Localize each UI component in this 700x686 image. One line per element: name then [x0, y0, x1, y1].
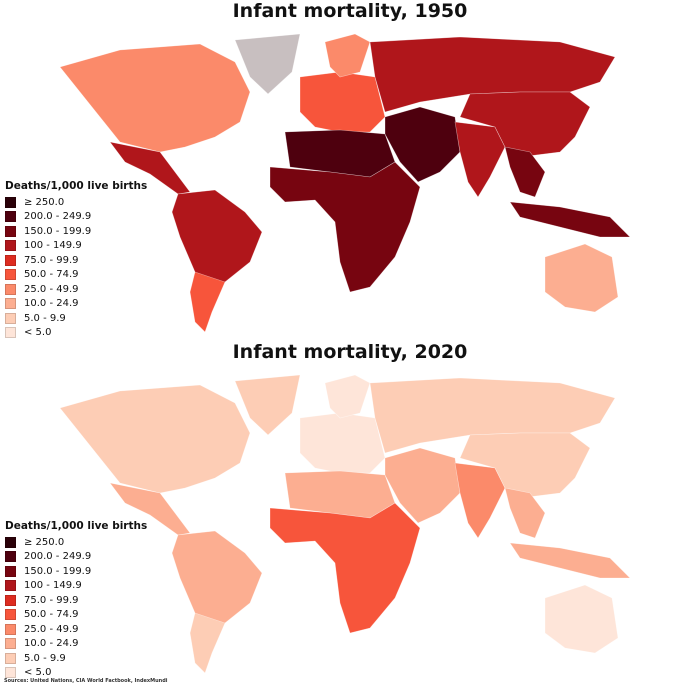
legend-item: 150.0 - 199.9	[5, 564, 147, 579]
region-south-asia	[454, 462, 506, 539]
legend-label: 150.0 - 199.9	[24, 225, 92, 237]
region-south-america	[171, 530, 263, 634]
region-africa	[269, 161, 421, 293]
world-map-1950	[59, 33, 631, 333]
legend-label: ≥ 250.0	[24, 196, 65, 208]
legend-item: 200.0 - 249.9	[5, 210, 147, 225]
legend-swatch	[5, 225, 16, 237]
legend-swatch	[5, 327, 16, 339]
region-south-asia	[454, 121, 506, 198]
region-africa	[269, 502, 421, 634]
legend-label: 25.0 - 49.9	[24, 283, 79, 295]
legend-item: < 5.0	[5, 666, 147, 681]
legend-label: 200.0 - 249.9	[24, 551, 92, 563]
legend-item: 5.0 - 9.9	[5, 311, 147, 326]
legend-item: 5.0 - 9.9	[5, 651, 147, 666]
legend-label: 50.0 - 74.9	[24, 269, 79, 281]
region-middle-east	[384, 447, 461, 524]
legend-label: ≥ 250.0	[24, 536, 65, 548]
legend-swatch	[5, 594, 16, 606]
legend-swatch	[5, 609, 16, 621]
legend-item: 10.0 - 24.9	[5, 637, 147, 652]
legend-label: < 5.0	[24, 327, 52, 339]
legend-swatch	[5, 623, 16, 635]
region-north-america	[59, 384, 251, 494]
legend-item: 50.0 - 74.9	[5, 608, 147, 623]
legend-label: 200.0 - 249.9	[24, 211, 92, 223]
legend-label: 10.0 - 24.9	[24, 298, 79, 310]
legend-label: 5.0 - 9.9	[24, 652, 66, 664]
region-southern-cone	[189, 271, 226, 333]
legend-swatch	[5, 283, 16, 295]
legend-swatch	[5, 298, 16, 310]
legend-label: 100 - 149.9	[24, 580, 82, 592]
region-middle-east	[384, 106, 461, 183]
legend-item: 100 - 149.9	[5, 239, 147, 254]
sources-note: Sources: United Nations, CIA World Factb…	[4, 678, 168, 684]
region-greenland	[234, 33, 301, 95]
legend-swatch	[5, 565, 16, 577]
legend-item: 100 - 149.9	[5, 579, 147, 594]
region-southeast-asia	[504, 487, 546, 539]
region-east-asia	[459, 432, 591, 499]
region-australia	[544, 243, 619, 313]
legend-swatch	[5, 254, 16, 266]
region-southern-cone	[189, 612, 226, 674]
legend-swatch	[5, 269, 16, 281]
legend-item: 25.0 - 49.9	[5, 622, 147, 637]
map-title-2020: Infant mortality, 2020	[232, 341, 468, 363]
legend-swatch	[5, 667, 16, 679]
legend-label: 75.0 - 99.9	[24, 254, 79, 266]
region-australia	[544, 584, 619, 654]
map-title-1950: Infant mortality, 1950	[232, 0, 468, 22]
region-central-america	[109, 482, 191, 536]
legend-item: < 5.0	[5, 326, 147, 341]
region-europe	[299, 71, 386, 133]
legend-item: 50.0 - 74.9	[5, 268, 147, 283]
legend-header: Deaths/1,000 live births	[5, 520, 148, 532]
legend-swatch	[5, 652, 16, 664]
legend-label: < 5.0	[24, 667, 52, 679]
legend-label: 25.0 - 49.9	[24, 623, 79, 635]
legend-label: 150.0 - 199.9	[24, 565, 92, 577]
region-east-asia	[459, 91, 591, 158]
legend-header: Deaths/1,000 live births	[5, 180, 148, 192]
legend-swatch	[5, 551, 16, 563]
legend-item: 25.0 - 49.9	[5, 282, 147, 297]
legend-swatch	[5, 638, 16, 650]
region-indonesia	[509, 201, 631, 238]
legend-item: 200.0 - 249.9	[5, 550, 147, 565]
region-greenland	[234, 374, 301, 436]
legend-item: ≥ 250.0	[5, 535, 147, 550]
region-europe	[299, 412, 386, 474]
region-south-america	[171, 189, 263, 293]
legend-label: 10.0 - 24.9	[24, 638, 79, 650]
legend-swatch	[5, 536, 16, 548]
legend-swatch	[5, 211, 16, 223]
legend-2020: Deaths/1,000 live births ≥ 250.0 200.0 - 2…	[5, 520, 147, 680]
legend-swatch	[5, 196, 16, 208]
legend-swatch	[5, 580, 16, 592]
region-central-america	[109, 141, 191, 195]
legend-label: 5.0 - 9.9	[24, 312, 66, 324]
legend-item: ≥ 250.0	[5, 195, 147, 210]
legend-label: 50.0 - 74.9	[24, 609, 79, 621]
region-scandinavia	[324, 33, 371, 78]
world-map-2020	[59, 374, 631, 674]
region-scandinavia	[324, 374, 371, 419]
legend-item: 10.0 - 24.9	[5, 297, 147, 312]
legend-1950: Deaths/1,000 live births ≥ 250.0 200.0 - 2…	[5, 180, 147, 340]
region-north-america	[59, 43, 251, 153]
legend-swatch	[5, 312, 16, 324]
region-indonesia	[509, 542, 631, 579]
legend-item: 75.0 - 99.9	[5, 253, 147, 268]
legend-label: 100 - 149.9	[24, 240, 82, 252]
legend-swatch	[5, 240, 16, 252]
legend-item: 150.0 - 199.9	[5, 224, 147, 239]
legend-item: 75.0 - 99.9	[5, 593, 147, 608]
legend-label: 75.0 - 99.9	[24, 594, 79, 606]
region-southeast-asia	[504, 146, 546, 198]
